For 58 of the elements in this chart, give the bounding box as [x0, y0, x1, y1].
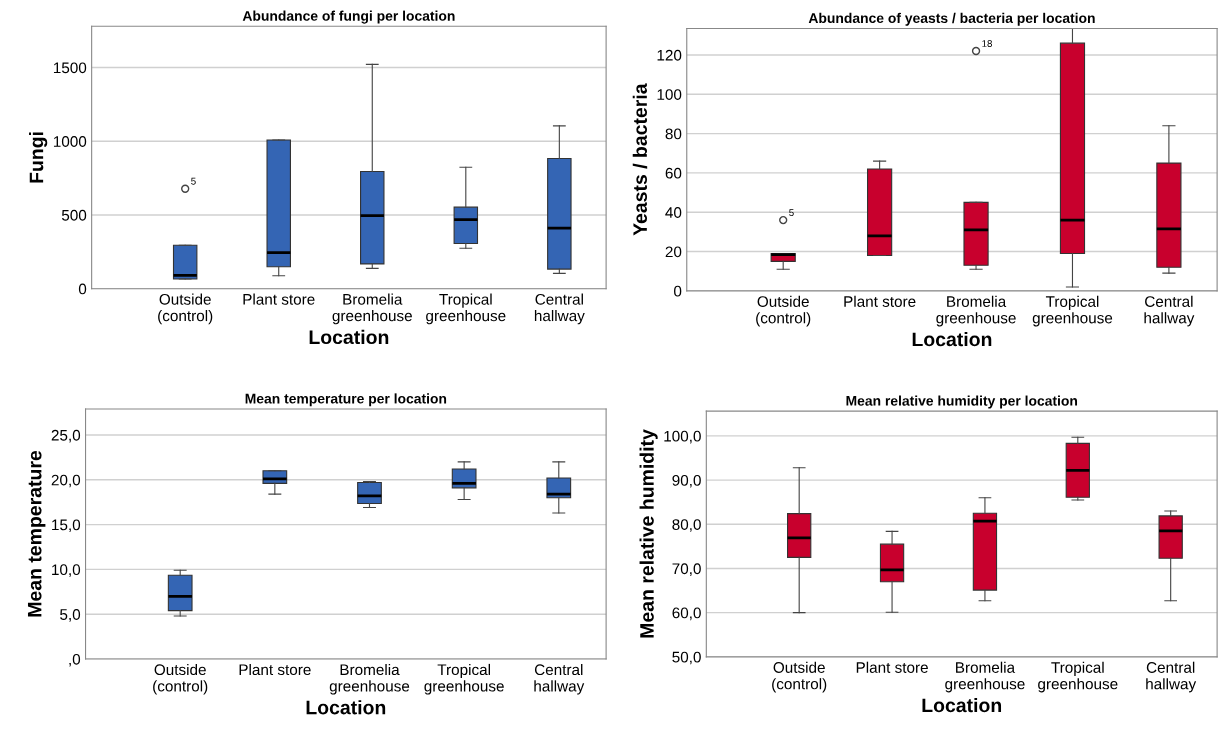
x-tick-label: Outside (control) — [153, 663, 208, 695]
y-tick-label: 0 — [674, 285, 682, 297]
x-tick-label: Central hallway — [1146, 661, 1197, 693]
x-tick-label: Tropical greenhouse — [424, 663, 504, 695]
x-tick-label: Tropical greenhouse — [426, 293, 506, 325]
x-axis-title: Location — [306, 700, 386, 715]
chart-title: Mean temperature per location — [245, 393, 447, 407]
y-tick-label: 60 — [665, 167, 682, 179]
x-tick-label: Central hallway — [534, 663, 585, 695]
x-axis-title: Location — [309, 329, 389, 345]
annotation: 5 — [789, 209, 794, 217]
y-tick-label: 90,0 — [672, 474, 701, 488]
y-tick-label: ,0 — [69, 653, 81, 667]
x-tick-label: Outside (control) — [772, 661, 827, 693]
y-tick-label: 50,0 — [672, 651, 701, 665]
y-tick-label: 1000 — [53, 136, 87, 147]
y-tick-label: 25,0 — [51, 429, 81, 443]
chart-title: Mean relative humidity per location — [846, 395, 1078, 409]
y-tick-label: 120 — [657, 49, 682, 61]
y-tick-label: 70,0 — [672, 563, 701, 576]
y-tick-label: 20 — [665, 246, 682, 258]
y-axis-title: Yeasts / bacteria — [632, 83, 648, 236]
y-tick-label: 0 — [78, 283, 87, 295]
x-tick-label: Bromelia greenhouse — [936, 295, 1016, 327]
x-tick-label: Central hallway — [1144, 295, 1195, 327]
x-axis-title: Location — [912, 331, 992, 347]
y-tick-label: 15,0 — [52, 519, 81, 533]
y-tick-label: 80,0 — [672, 519, 701, 532]
y-tick-label: 60,0 — [672, 607, 701, 621]
x-tick-label: Tropical greenhouse — [1032, 295, 1113, 327]
y-tick-label: 10,0 — [52, 564, 81, 577]
y-tick-label: 20,0 — [51, 474, 81, 488]
x-tick-label: Outside (control) — [158, 293, 213, 325]
x-tick-label: Bromelia greenhouse — [332, 293, 412, 325]
x-tick-label: Central hallway — [534, 293, 585, 325]
y-tick-label: 500 — [61, 209, 87, 221]
annotation: 18 — [982, 40, 992, 47]
annotation: 5 — [191, 177, 196, 185]
y-tick-label: 5,0 — [60, 609, 81, 622]
y-axis-title: Fungi — [29, 132, 48, 183]
y-axis-title: Mean temperature — [27, 450, 46, 617]
y-axis-title: Mean relative humidity — [639, 429, 658, 638]
chart-title: Abundance of yeasts / bacteria per location — [808, 12, 1095, 26]
y-tick-label: 40 — [665, 207, 682, 218]
x-tick-label: Bromelia greenhouse — [945, 661, 1025, 693]
x-axis-title: Location — [922, 697, 1002, 713]
x-tick-label: Plant store — [239, 663, 311, 676]
x-tick-label: Plant store — [243, 293, 315, 305]
y-tick-label: 80 — [665, 128, 682, 140]
x-tick-label: Plant store — [844, 295, 916, 307]
chart-title: Abundance of fungi per location — [242, 10, 455, 24]
y-tick-label: 1500 — [53, 62, 87, 74]
x-tick-label: Tropical greenhouse — [1038, 661, 1118, 693]
y-tick-label: 100 — [657, 89, 682, 100]
y-tick-label: 100,0 — [664, 430, 701, 444]
x-tick-label: Outside (control) — [756, 295, 811, 327]
x-tick-label: Plant store — [856, 661, 928, 673]
x-tick-label: Bromelia greenhouse — [329, 663, 410, 695]
